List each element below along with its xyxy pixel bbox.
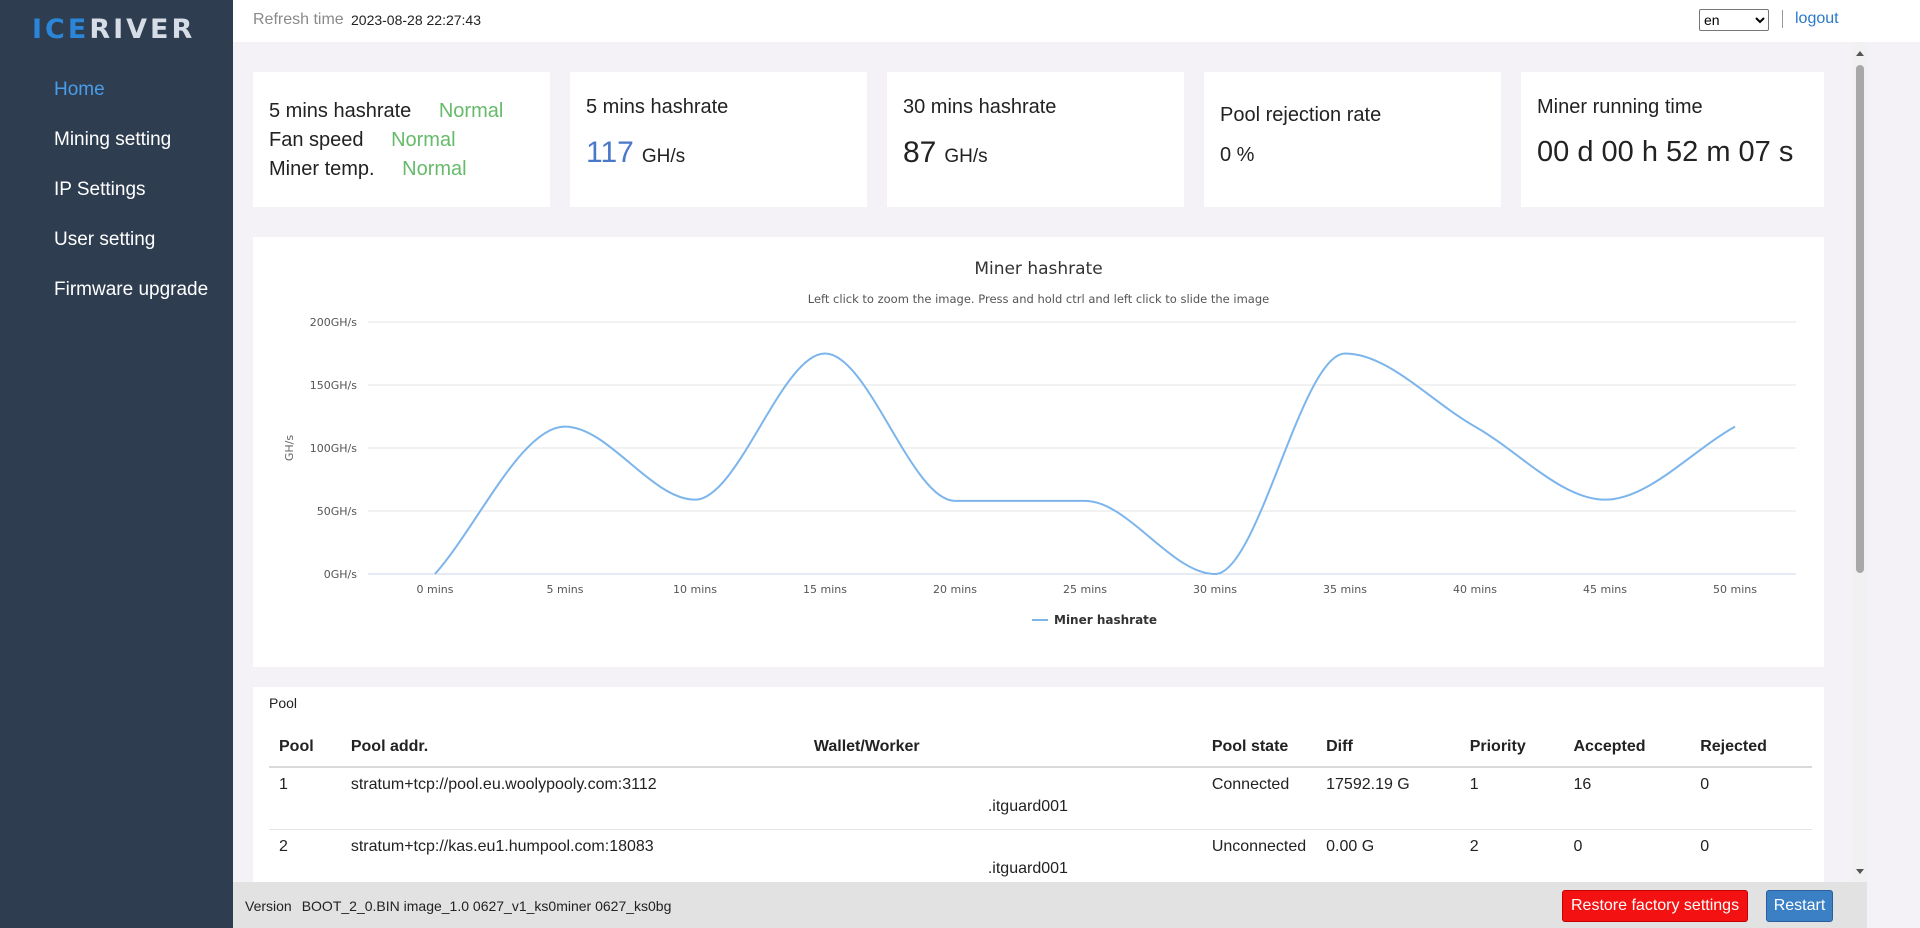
series-line-miner-hashrate bbox=[434, 352, 1736, 576]
pool-state: Connected bbox=[1201, 767, 1317, 830]
y-tick-label: 100GH/s bbox=[310, 442, 357, 455]
col-header: Priority bbox=[1459, 727, 1564, 768]
status-badge: Normal bbox=[438, 100, 504, 122]
hashrate-5min-card: 5 mins hashrate 117 GH/s bbox=[570, 72, 867, 207]
pool-number: 2 bbox=[269, 829, 341, 882]
running-time-card: Miner running time 00 d 00 h 52 m 07 s bbox=[1521, 72, 1824, 207]
scroll-down-icon[interactable] bbox=[1856, 869, 1864, 874]
version-value: BOOT_2_0.BIN image_1.0 0627_v1_ks0miner … bbox=[301, 898, 672, 914]
pool-state: Unconnected bbox=[1201, 829, 1317, 882]
version-label: Version bbox=[245, 898, 292, 914]
refresh-time-value: 2023-08-28 22:27:43 bbox=[351, 12, 481, 28]
footer: Version BOOT_2_0.BIN image_1.0 0627_v1_ks… bbox=[233, 882, 1867, 928]
restart-button[interactable]: Restart bbox=[1766, 890, 1833, 922]
scroll-thumb[interactable] bbox=[1856, 65, 1864, 573]
iceriver-logo: ICERIVER bbox=[32, 14, 196, 45]
pool-diff: 0.00 G bbox=[1316, 829, 1460, 882]
pool-card: Pool Pool Pool addr. Wallet/Worker Pool … bbox=[253, 687, 1824, 882]
pool-address: stratum+tcp://kas.eu1.humpool.com:18083 bbox=[340, 829, 804, 882]
col-header: Pool bbox=[269, 727, 341, 768]
header-divider bbox=[1782, 10, 1783, 28]
language-select[interactable]: en bbox=[1699, 9, 1769, 31]
hashrate-chart[interactable]: 0GH/s 50GH/s 100GH/s 150GH/s 200GH/s GH/s 0 mi… bbox=[253, 237, 1824, 667]
col-header: Wallet/Worker bbox=[803, 727, 1202, 768]
running-time-value: 00 d 00 h 52 m 07 s bbox=[1537, 136, 1794, 168]
hashrate-30min-value: 87 GH/s bbox=[903, 136, 988, 169]
col-header: Pool state bbox=[1201, 727, 1317, 768]
sidebar-item-ip-settings[interactable]: IP Settings bbox=[54, 179, 146, 200]
x-tick-label: 50 mins bbox=[1713, 583, 1757, 596]
restore-factory-button[interactable]: Restore factory settings bbox=[1562, 890, 1749, 922]
rejection-rate-card: Pool rejection rate 0 % bbox=[1204, 72, 1501, 207]
x-tick-label: 45 mins bbox=[1583, 583, 1627, 596]
x-tick-label: 30 mins bbox=[1193, 583, 1237, 596]
sidebar-item-firmware-upgrade[interactable]: Firmware upgrade bbox=[54, 279, 209, 300]
status-badge: Normal bbox=[402, 158, 467, 180]
x-tick-label: 15 mins bbox=[803, 583, 847, 596]
col-header: Pool addr. bbox=[340, 727, 804, 768]
pool-number: 1 bbox=[269, 767, 341, 830]
col-header: Diff bbox=[1316, 727, 1460, 768]
pool-diff: 17592.19 G bbox=[1316, 767, 1460, 830]
legend-item: Miner hashrate bbox=[1054, 613, 1157, 627]
hashrate-chart-card: Miner hashrate Left click to zoom the im… bbox=[253, 237, 1824, 667]
card-title: 5 mins hashrate bbox=[586, 96, 729, 118]
sidebar-item-mining-setting[interactable]: Mining setting bbox=[54, 129, 172, 150]
status-card: 5 mins hashrate Normal Fan speed Normal … bbox=[253, 72, 550, 207]
y-tick-label: 50GH/s bbox=[317, 505, 357, 518]
logout-link[interactable]: logout bbox=[1795, 10, 1839, 27]
refresh-time-label: Refresh time bbox=[253, 11, 344, 28]
scroll-up-icon[interactable] bbox=[1856, 51, 1864, 56]
rejection-rate-value: 0 % bbox=[1220, 144, 1255, 166]
x-tick-label: 10 mins bbox=[673, 583, 717, 596]
status-badge: Normal bbox=[391, 129, 456, 151]
card-title: Miner running time bbox=[1537, 96, 1703, 118]
y-tick-label: 0GH/s bbox=[324, 568, 358, 581]
x-tick-label: 40 mins bbox=[1453, 583, 1497, 596]
hashrate-30min-card: 30 mins hashrate 87 GH/s bbox=[887, 72, 1184, 207]
col-header: Accepted bbox=[1563, 727, 1691, 768]
sidebar-item-home[interactable]: Home bbox=[54, 79, 105, 100]
version-info: Version BOOT_2_0.BIN image_1.0 0627_v1_ks… bbox=[245, 898, 671, 914]
table-header-row: Pool Pool addr. Wallet/Worker Pool state… bbox=[269, 727, 1812, 768]
status-row-temp: Miner temp. Normal bbox=[269, 158, 467, 180]
pool-accepted: 16 bbox=[1563, 767, 1691, 830]
hashrate-5min-value: 117 GH/s bbox=[586, 136, 686, 169]
pool-rejected: 0 bbox=[1690, 829, 1812, 882]
status-row-hashrate: 5 mins hashrate Normal bbox=[269, 100, 504, 122]
wallet-worker: .itguard001 bbox=[987, 798, 1068, 815]
pool-section-label: Pool bbox=[269, 695, 298, 711]
sidebar-item-user-setting[interactable]: User setting bbox=[54, 229, 156, 250]
x-tick-label: 0 mins bbox=[417, 583, 454, 596]
chart-title: Miner hashrate bbox=[974, 259, 1103, 279]
chart-subtitle: Left click to zoom the image. Press and … bbox=[807, 292, 1270, 306]
y-tick-label: 150GH/s bbox=[310, 379, 357, 392]
pool-address: stratum+tcp://pool.eu.woolypooly.com:311… bbox=[340, 767, 804, 830]
card-title: Pool rejection rate bbox=[1220, 104, 1382, 126]
main-content: 5 mins hashrate Normal Fan speed Normal … bbox=[233, 42, 1853, 882]
x-tick-label: 20 mins bbox=[933, 583, 977, 596]
sidebar-nav: Home Mining setting IP Settings User set… bbox=[0, 76, 233, 326]
pool-priority: 2 bbox=[1459, 829, 1564, 882]
wallet-worker: .itguard001 bbox=[987, 859, 1068, 877]
y-tick-label: 200GH/s bbox=[310, 316, 357, 329]
pool-priority: 1 bbox=[1459, 767, 1564, 830]
top-header: Refresh time 2023-08-28 22:27:43 en logo… bbox=[233, 0, 1920, 42]
x-tick-label: 35 mins bbox=[1323, 583, 1367, 596]
table-row: 2 stratum+tcp://kas.eu1.humpool.com:1808… bbox=[269, 829, 1812, 882]
wallet-worker-cell: .itguard001 bbox=[803, 767, 1202, 830]
x-tick-label: 5 mins bbox=[547, 583, 584, 596]
pool-table: Pool Pool addr. Wallet/Worker Pool state… bbox=[269, 727, 1812, 882]
table-row: 1 stratum+tcp://pool.eu.woolypooly.com:3… bbox=[269, 767, 1812, 830]
content-scrollbar[interactable] bbox=[1853, 42, 1867, 882]
status-row-fan: Fan speed Normal bbox=[269, 129, 456, 151]
y-axis-label: GH/s bbox=[283, 435, 296, 462]
card-title: 30 mins hashrate bbox=[903, 96, 1057, 118]
col-header: Rejected bbox=[1690, 727, 1812, 768]
sidebar: ICERIVER Home Mining setting IP Settings… bbox=[0, 0, 233, 928]
pool-accepted: 0 bbox=[1563, 829, 1691, 882]
wallet-worker-cell: .itguard001 bbox=[803, 829, 1202, 882]
pool-rejected: 0 bbox=[1690, 767, 1812, 830]
x-tick-label: 25 mins bbox=[1063, 583, 1107, 596]
